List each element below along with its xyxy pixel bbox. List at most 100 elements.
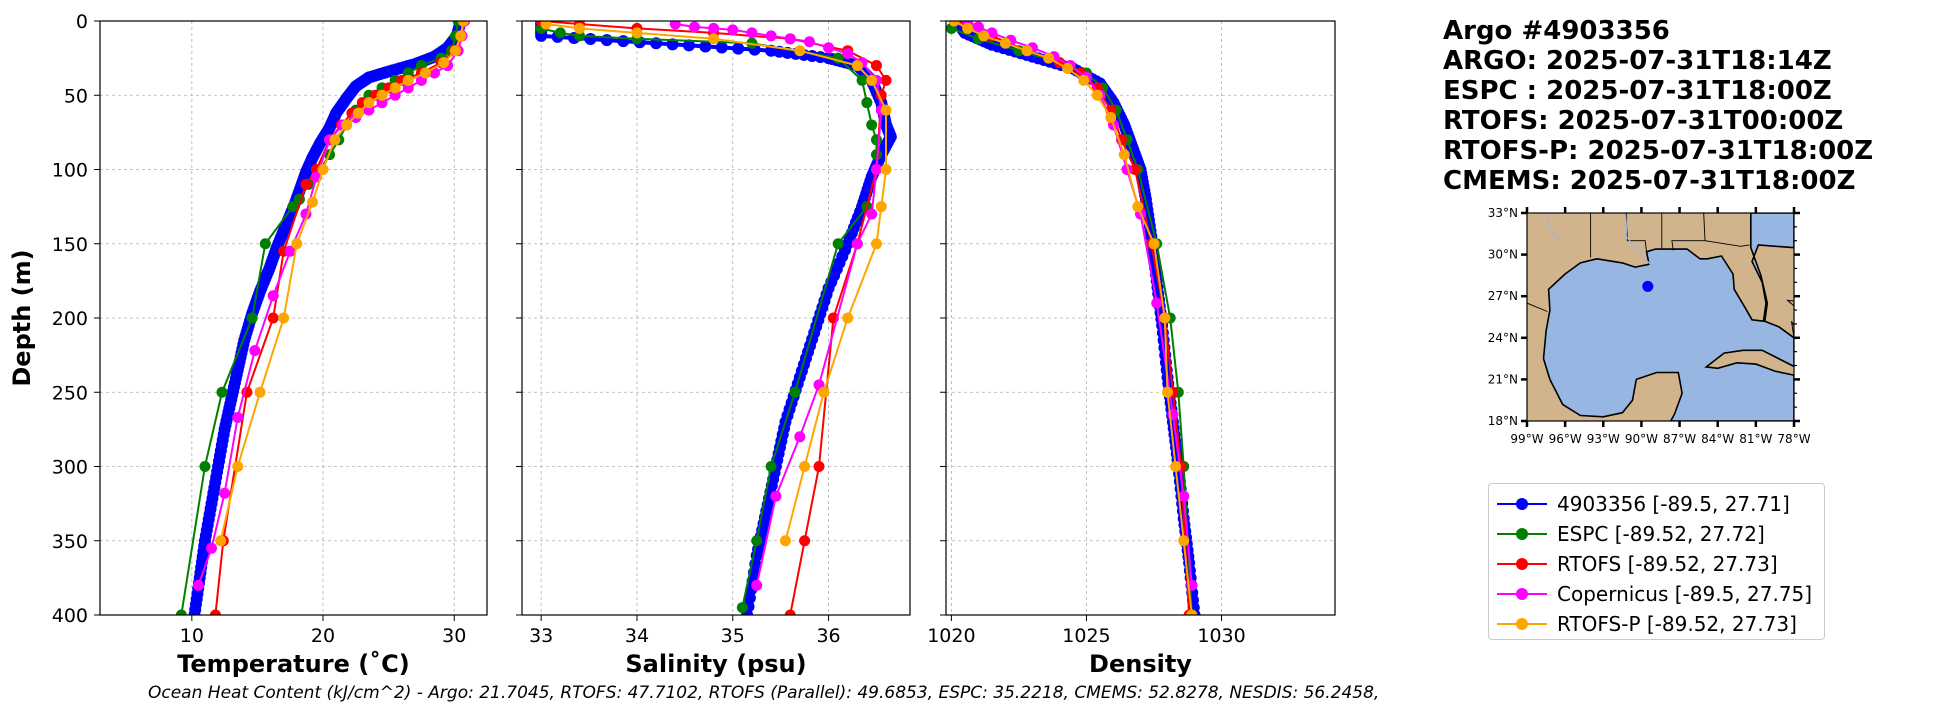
- map-lon-label: 81°W: [1739, 432, 1772, 446]
- series-point-rtofs: [784, 609, 796, 615]
- series-point-copernicus: [770, 490, 782, 502]
- series-point-copernicus: [192, 579, 204, 591]
- series-point-copernicus: [746, 27, 758, 39]
- bahamas-land: [1791, 320, 1794, 339]
- legend-label-rtofs-p: RTOFS-P [-89.52, 27.73]: [1557, 612, 1797, 636]
- state-border: [1671, 213, 1706, 251]
- y-tick-label: 250: [52, 382, 88, 404]
- series-point-copernicus: [794, 431, 806, 443]
- series-group: [175, 21, 471, 615]
- series-point-rtofs-p: [1132, 201, 1144, 213]
- legend-entry-rtofs-p: RTOFS-P [-89.52, 27.73]: [1489, 609, 1824, 639]
- series-point-rtofs-p: [540, 21, 552, 30]
- series-point-rtofs: [300, 178, 312, 190]
- series-point-espc: [287, 201, 299, 213]
- series-point-rtofs-p: [1105, 112, 1117, 124]
- map-lon-label: 99°W: [1510, 432, 1543, 446]
- state-border: [1527, 302, 1548, 312]
- map-lat-label: 30°N: [1488, 248, 1518, 262]
- map-lon-label: 87°W: [1663, 432, 1696, 446]
- y-tick-label: 350: [52, 531, 88, 553]
- legend-swatch-rtofs-p: [1497, 614, 1547, 634]
- argo-time: ARGO: 2025-07-31T18:14Z: [1443, 46, 1832, 76]
- series-point-rtofs-p: [363, 97, 375, 109]
- y-axis-label: Depth (m): [8, 249, 36, 386]
- x-tick-label: 1030: [1197, 625, 1245, 647]
- series-point-copernicus: [669, 21, 681, 30]
- series-point-espc: [259, 238, 271, 250]
- map-lon-label: 78°W: [1777, 432, 1810, 446]
- series-point-rtofs-p: [352, 107, 364, 119]
- series-point-espc: [246, 312, 258, 324]
- map-lon-label: 84°W: [1701, 432, 1734, 446]
- series-point-rtofs-p: [1178, 535, 1190, 547]
- series-point-copernicus: [219, 487, 231, 499]
- series-point-espc: [870, 134, 882, 146]
- series-line-copernicus: [197, 21, 466, 586]
- series-point-copernicus: [232, 411, 244, 423]
- series-point-rtofs-p: [999, 37, 1011, 49]
- series-point-rtofs-p: [1091, 89, 1103, 101]
- map-lon-label: 96°W: [1549, 432, 1582, 446]
- y-tick-label: 300: [52, 457, 88, 479]
- legend-label-argo: 4903356 [-89.5, 27.71]: [1557, 492, 1790, 516]
- series-point-espc: [554, 27, 566, 39]
- y-tick-label: 400: [52, 605, 88, 627]
- map-lat-label: 33°N: [1488, 206, 1518, 220]
- series-point-rtofs: [799, 535, 811, 547]
- map-lon-label: 90°W: [1625, 432, 1658, 446]
- series-point-espc: [175, 609, 187, 615]
- legend-entry-copernicus: Copernicus [-89.5, 27.75]: [1489, 579, 1824, 609]
- series-line-copernicus: [967, 21, 1193, 586]
- series-point-copernicus: [851, 238, 863, 250]
- series-group: [946, 21, 1201, 615]
- series-point-copernicus: [803, 36, 815, 48]
- series-point-rtofs-p: [329, 134, 341, 146]
- x-tick-label: 30: [442, 625, 466, 647]
- series-point-copernicus: [249, 345, 261, 357]
- series-point-espc: [765, 461, 777, 472]
- river-line: [1544, 213, 1561, 242]
- series-point-4903356: [682, 39, 695, 52]
- series-point-espc: [856, 74, 868, 86]
- series-point-rtofs-p: [978, 30, 990, 42]
- series-point-rtofs-p: [794, 45, 806, 57]
- inset-map: 33°N 30°N 27°N 24°N 21°N 18°N 99°W 96°W 93°W 90°W…: [1488, 206, 1811, 446]
- series-point-rtofs-p: [875, 201, 887, 213]
- series-point-espc: [216, 386, 228, 398]
- series-point-rtofs-p: [317, 164, 329, 175]
- x-axis-label: Salinity (psu): [625, 650, 806, 678]
- series-point-rtofs-p: [708, 33, 720, 45]
- series-point-rtofs-p: [389, 82, 401, 94]
- series-point-copernicus: [823, 42, 835, 54]
- series-point-rtofs-p: [1162, 386, 1174, 398]
- gulf-water: [1542, 213, 1794, 421]
- series-point-rtofs: [267, 312, 279, 324]
- series-point-copernicus: [688, 21, 700, 33]
- series-point-4903356: [584, 33, 597, 46]
- series-point-copernicus: [267, 290, 279, 302]
- series-point-rtofs-p: [1159, 312, 1171, 324]
- rtofs-p-time: RTOFS-P: 2025-07-31T18:00Z: [1443, 136, 1874, 166]
- x-tick-label: 20: [311, 625, 335, 647]
- x-axis-label: Density: [1089, 650, 1192, 678]
- series-point-rtofs-p: [866, 74, 878, 86]
- profile-info: Argo #4903356 ARGO: 2025-07-31T18:14Z ES…: [1443, 16, 1873, 196]
- argo-title: Argo #4903356: [1443, 16, 1670, 46]
- series-point-espc: [789, 386, 801, 398]
- series-point-rtofs-p: [438, 57, 450, 69]
- x-axis-label: Temperature (˚C): [177, 650, 410, 678]
- series-point-rtofs-p: [948, 21, 960, 27]
- series-point-rtofs-p: [1062, 63, 1074, 75]
- map-content: [1527, 213, 1794, 421]
- cuba-land: [1704, 349, 1794, 377]
- series-point-rtofs-p: [278, 312, 290, 324]
- series-point-rtofs-p: [779, 535, 791, 547]
- series-point-copernicus: [784, 33, 796, 45]
- series-point-copernicus: [727, 24, 739, 36]
- series-point-4903356: [666, 38, 679, 51]
- series-point-rtofs-p: [631, 27, 643, 39]
- series-line-espc: [951, 27, 1193, 615]
- series-point-4903356: [732, 42, 745, 55]
- series-point-rtofs-p: [419, 67, 431, 79]
